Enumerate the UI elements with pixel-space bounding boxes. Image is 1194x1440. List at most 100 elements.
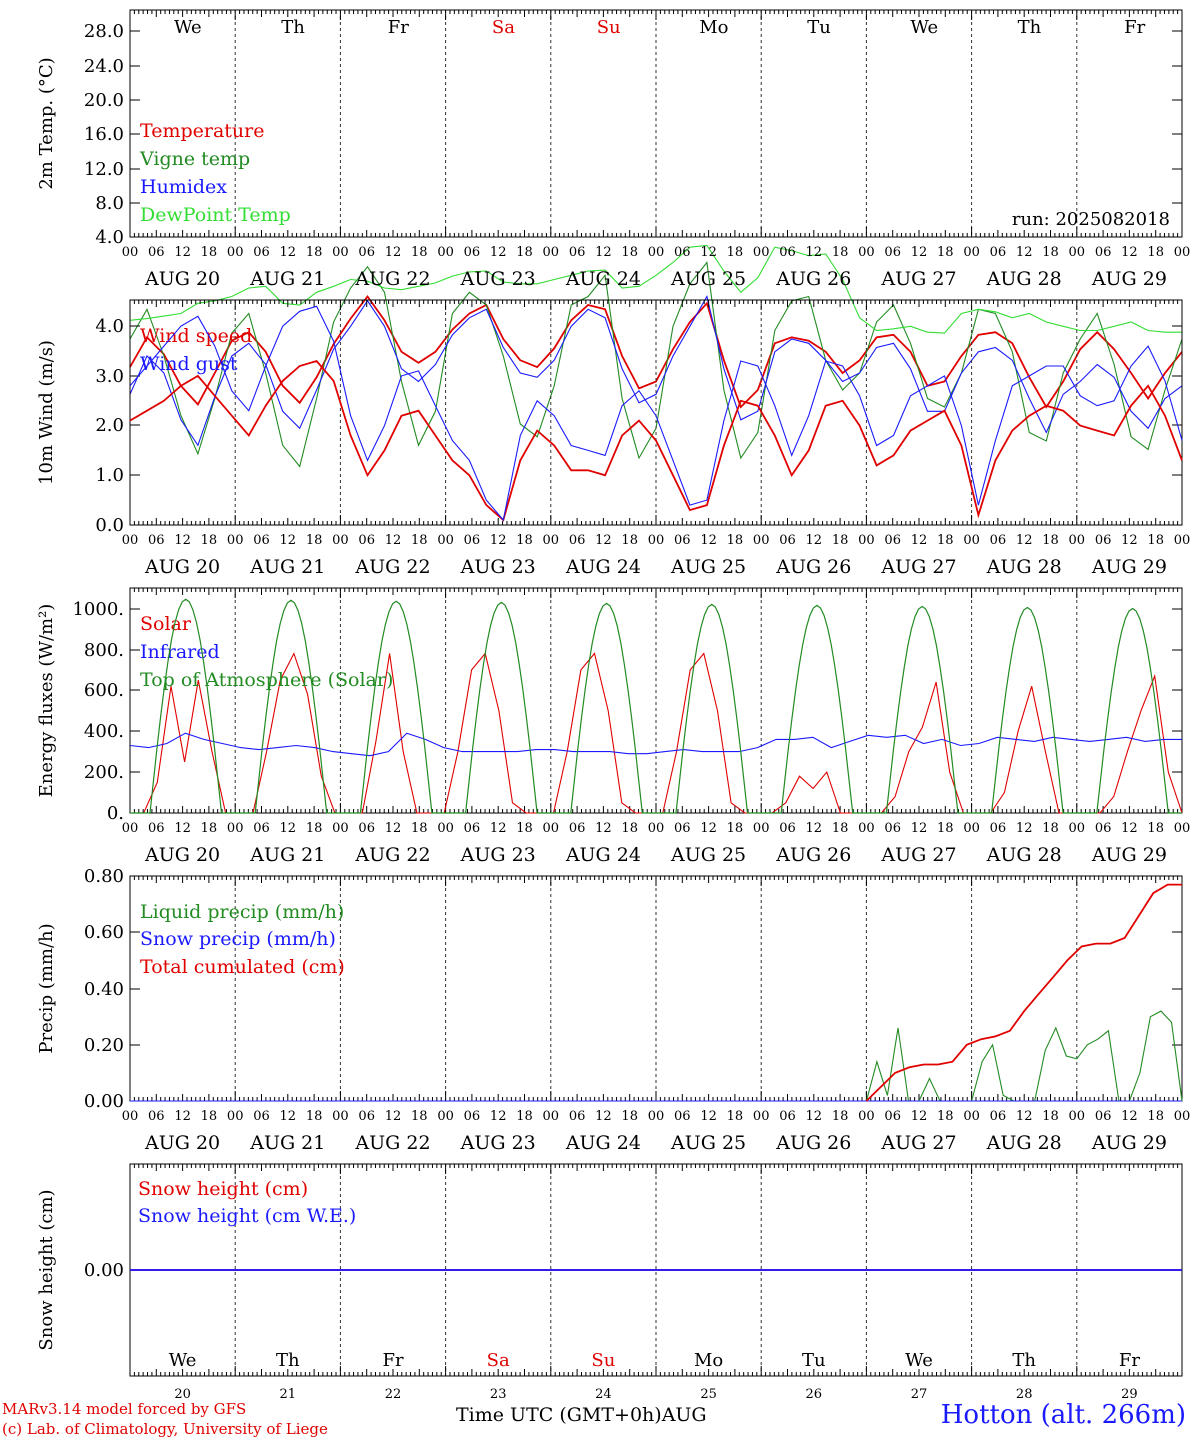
- x-date-label: AUG 25: [670, 844, 746, 866]
- x-date-label: AUG 27: [880, 556, 956, 578]
- x-date-label: AUG 27: [880, 268, 956, 290]
- y-tick-label: 0.60: [84, 922, 124, 943]
- x-hour-label: 06: [148, 1109, 165, 1124]
- day-label: Fr: [1119, 1350, 1140, 1371]
- x-hour-label: 18: [621, 821, 638, 836]
- x-hour-label: 18: [201, 533, 218, 548]
- x-hour-label: 18: [1042, 1109, 1059, 1124]
- station-title: Hotton (alt. 266m): [940, 1400, 1186, 1430]
- x-time-label: Time UTC (GMT+0h): [456, 1404, 662, 1426]
- x-hour-label: 06: [1095, 821, 1112, 836]
- x-hour-label: 12: [490, 1109, 507, 1124]
- x-hour-label: 06: [674, 1109, 691, 1124]
- x-hour-label: 12: [280, 533, 297, 548]
- x-hour-label: 00: [332, 821, 349, 836]
- x-hour-label: 00: [437, 1109, 454, 1124]
- x-hour-label: 12: [1016, 1109, 1033, 1124]
- y-axis-label: Snow height (cm): [36, 1189, 57, 1350]
- x-hour-label: 12: [1121, 533, 1138, 548]
- x-hour-label: 06: [569, 245, 586, 260]
- legend-2: Vigne temp: [139, 148, 250, 170]
- legend-4: DewPoint Temp: [140, 204, 291, 226]
- panel-1: 4.0 8.0 12.0 16.0 20.0 24.0 28.0 2m Temp. (°C) T…: [36, 9, 1190, 468]
- x-hour-label: 18: [516, 245, 533, 260]
- x-date-label: AUG 20: [144, 844, 220, 866]
- x-hour-label: 06: [1095, 245, 1112, 260]
- x-hour-label: 12: [595, 533, 612, 548]
- x-hour-label: 00: [648, 1109, 665, 1124]
- day-label: Th: [281, 17, 305, 38]
- x-hour-label: 18: [937, 1109, 954, 1124]
- x-hour-label: 12: [595, 821, 612, 836]
- x-hour-label: 06: [674, 821, 691, 836]
- x-hour-label: 18: [201, 1109, 218, 1124]
- x-hour-label: 12: [1016, 821, 1033, 836]
- x-hour-label: 12: [280, 1109, 297, 1124]
- x-hour-label: 12: [1121, 821, 1138, 836]
- x-hour-label: 18: [306, 821, 323, 836]
- x-hour-label: 06: [464, 821, 481, 836]
- y-tick-label: 0.: [107, 803, 124, 824]
- x-hour-label: 12: [1016, 245, 1033, 260]
- x-date-label: AUG 22: [354, 268, 430, 290]
- x-hour-label: 00: [1174, 821, 1191, 836]
- x-date-label: AUG 26: [775, 556, 851, 578]
- x-hour-label: 18: [411, 1109, 428, 1124]
- day-number: 24: [595, 1387, 612, 1402]
- y-tick-label: 0.00: [84, 1091, 124, 1112]
- x-hour-label: 18: [621, 245, 638, 260]
- x-hour-label: 18: [727, 245, 744, 260]
- x-hour-label: 12: [1121, 1109, 1138, 1124]
- x-hour-label: 12: [174, 533, 191, 548]
- x-hour-label: 12: [1121, 245, 1138, 260]
- x-hour-label: 06: [779, 245, 796, 260]
- x-hour-label: 00: [648, 533, 665, 548]
- x-date-label: AUG 26: [775, 268, 851, 290]
- x-hour-label: 12: [385, 821, 402, 836]
- y-tick-label: 0.80: [84, 866, 124, 887]
- x-hour-label: 12: [911, 245, 928, 260]
- y-tick-label: 1000.: [72, 599, 124, 620]
- x-hour-label: 18: [516, 533, 533, 548]
- y-tick-label: 800.: [84, 640, 124, 661]
- legend-3: Top of Atmosphere (Solar): [140, 669, 393, 691]
- day-number: 21: [280, 1387, 297, 1402]
- x-hour-label: 06: [779, 533, 796, 548]
- x-hour-label: 12: [806, 821, 823, 836]
- day-label: Su: [591, 1350, 615, 1371]
- day-label: We: [174, 17, 202, 38]
- y-tick-label: 16.0: [84, 124, 124, 145]
- x-hour-label: 18: [1147, 245, 1164, 260]
- x-hour-label: 12: [280, 821, 297, 836]
- series-line-3: [130, 598, 1182, 814]
- y-tick-label: 4.0: [95, 316, 124, 337]
- x-date-label: AUG 29: [1091, 1132, 1167, 1154]
- x-hour-label: 00: [753, 245, 770, 260]
- x-hour-label: 18: [1042, 821, 1059, 836]
- x-hour-label: 06: [779, 821, 796, 836]
- series-line-1: [865, 1010, 1183, 1102]
- x-date-label: AUG 22: [354, 844, 430, 866]
- x-date-label: AUG 28: [986, 1132, 1062, 1154]
- x-hour-label: 00: [963, 821, 980, 836]
- x-hour-label: 18: [306, 533, 323, 548]
- x-hour-label: 12: [806, 1109, 823, 1124]
- series-line-2: [129, 305, 1183, 522]
- x-hour-label: 18: [937, 533, 954, 548]
- x-hour-label: 00: [963, 1109, 980, 1124]
- x-hour-label: 06: [884, 821, 901, 836]
- x-hour-label: 12: [700, 821, 717, 836]
- x-hour-label: 18: [1147, 821, 1164, 836]
- x-hour-label: 06: [148, 245, 165, 260]
- x-date-label: AUG 23: [460, 268, 536, 290]
- day-label: Th: [1018, 17, 1042, 38]
- y-tick-label: 3.0: [95, 366, 124, 387]
- x-hour-label: 00: [963, 245, 980, 260]
- x-date-label: AUG 23: [460, 1132, 536, 1154]
- x-hour-label: 06: [1095, 1109, 1112, 1124]
- x-hour-label: 00: [963, 533, 980, 548]
- panel-5: 0.00 Snow height (cm) Snow height (cm) Snow…: [36, 1163, 1183, 1402]
- x-hour-label: 06: [358, 245, 375, 260]
- y-tick-label: 200.: [84, 762, 124, 783]
- panel-3: 0. 200. 400. 600. 800. 1000. Energy fluxes (W/…: [36, 587, 1191, 866]
